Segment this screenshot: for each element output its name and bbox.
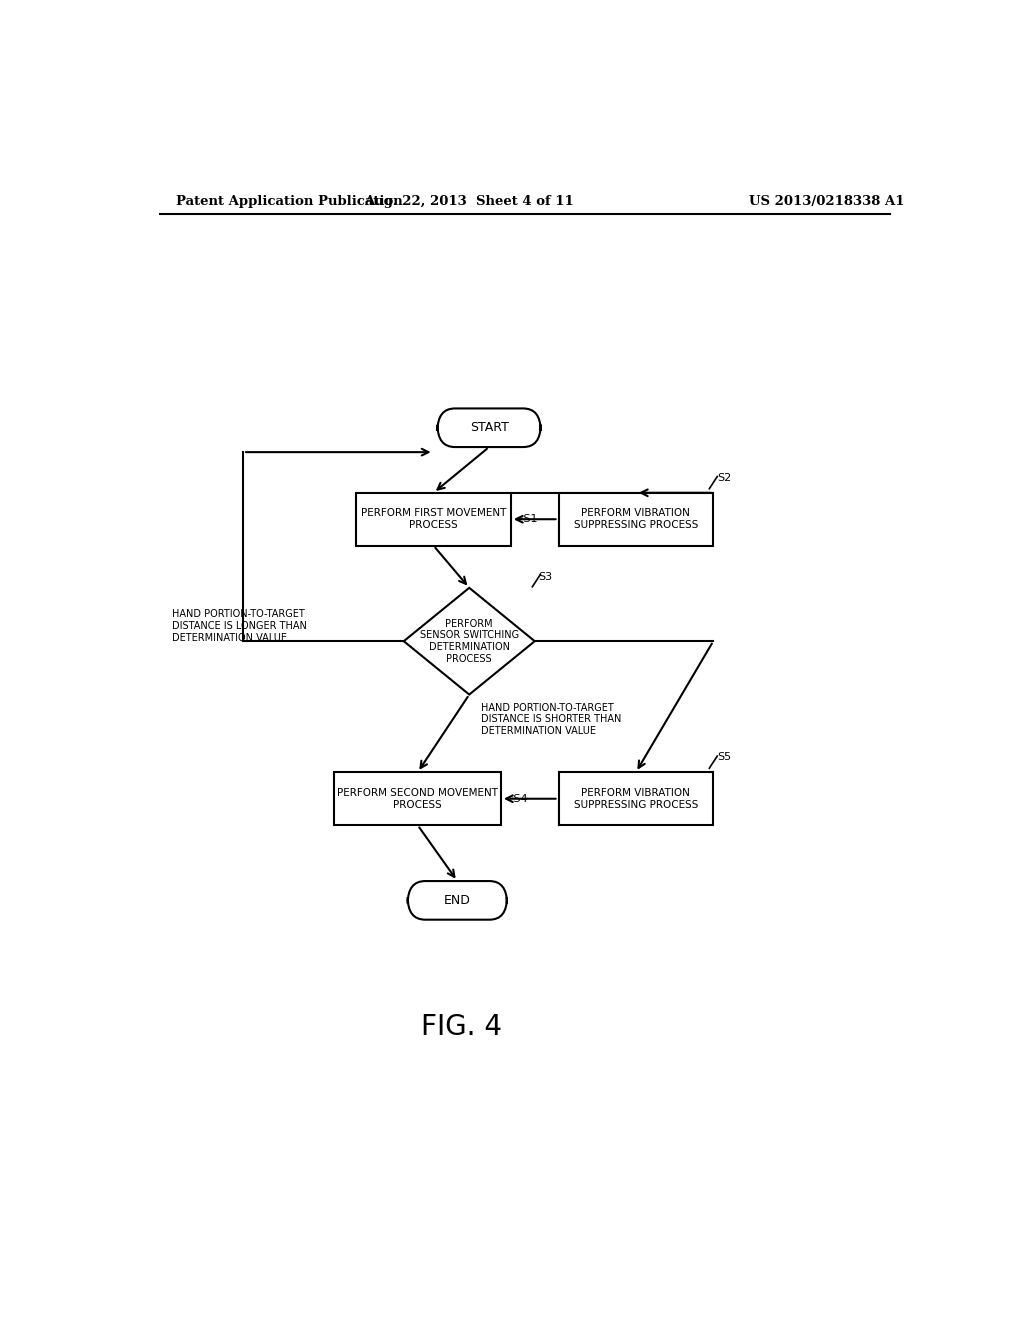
Polygon shape — [403, 587, 535, 694]
Text: HAND PORTION-TO-TARGET
DISTANCE IS SHORTER THAN
DETERMINATION VALUE: HAND PORTION-TO-TARGET DISTANCE IS SHORT… — [481, 702, 622, 735]
Text: END: END — [444, 894, 471, 907]
Text: START: START — [470, 421, 509, 434]
Text: S2: S2 — [717, 473, 731, 483]
FancyBboxPatch shape — [334, 772, 501, 825]
Text: S3: S3 — [539, 572, 553, 582]
Text: HAND PORTION-TO-TARGET
DISTANCE IS LONGER THAN
DETERMINATION VALUE: HAND PORTION-TO-TARGET DISTANCE IS LONGE… — [172, 610, 306, 643]
Text: PERFORM SECOND MOVEMENT
PROCESS: PERFORM SECOND MOVEMENT PROCESS — [337, 788, 498, 809]
Text: S5: S5 — [717, 752, 731, 762]
Text: Aug. 22, 2013  Sheet 4 of 11: Aug. 22, 2013 Sheet 4 of 11 — [365, 194, 574, 207]
FancyBboxPatch shape — [408, 880, 507, 920]
Text: PERFORM VIBRATION
SUPPRESSING PROCESS: PERFORM VIBRATION SUPPRESSING PROCESS — [573, 788, 698, 809]
Text: ∼S1: ∼S1 — [515, 515, 539, 524]
Text: FIG. 4: FIG. 4 — [421, 1014, 502, 1041]
Text: PERFORM VIBRATION
SUPPRESSING PROCESS: PERFORM VIBRATION SUPPRESSING PROCESS — [573, 508, 698, 531]
FancyBboxPatch shape — [356, 492, 511, 545]
FancyBboxPatch shape — [558, 772, 714, 825]
Text: Patent Application Publication: Patent Application Publication — [176, 194, 402, 207]
Text: ∼S4: ∼S4 — [505, 793, 528, 804]
Text: US 2013/0218338 A1: US 2013/0218338 A1 — [749, 194, 904, 207]
Text: PERFORM
SENSOR SWITCHING
DETERMINATION
PROCESS: PERFORM SENSOR SWITCHING DETERMINATION P… — [420, 619, 519, 664]
FancyBboxPatch shape — [437, 408, 541, 447]
Text: PERFORM FIRST MOVEMENT
PROCESS: PERFORM FIRST MOVEMENT PROCESS — [360, 508, 506, 531]
FancyBboxPatch shape — [558, 492, 714, 545]
